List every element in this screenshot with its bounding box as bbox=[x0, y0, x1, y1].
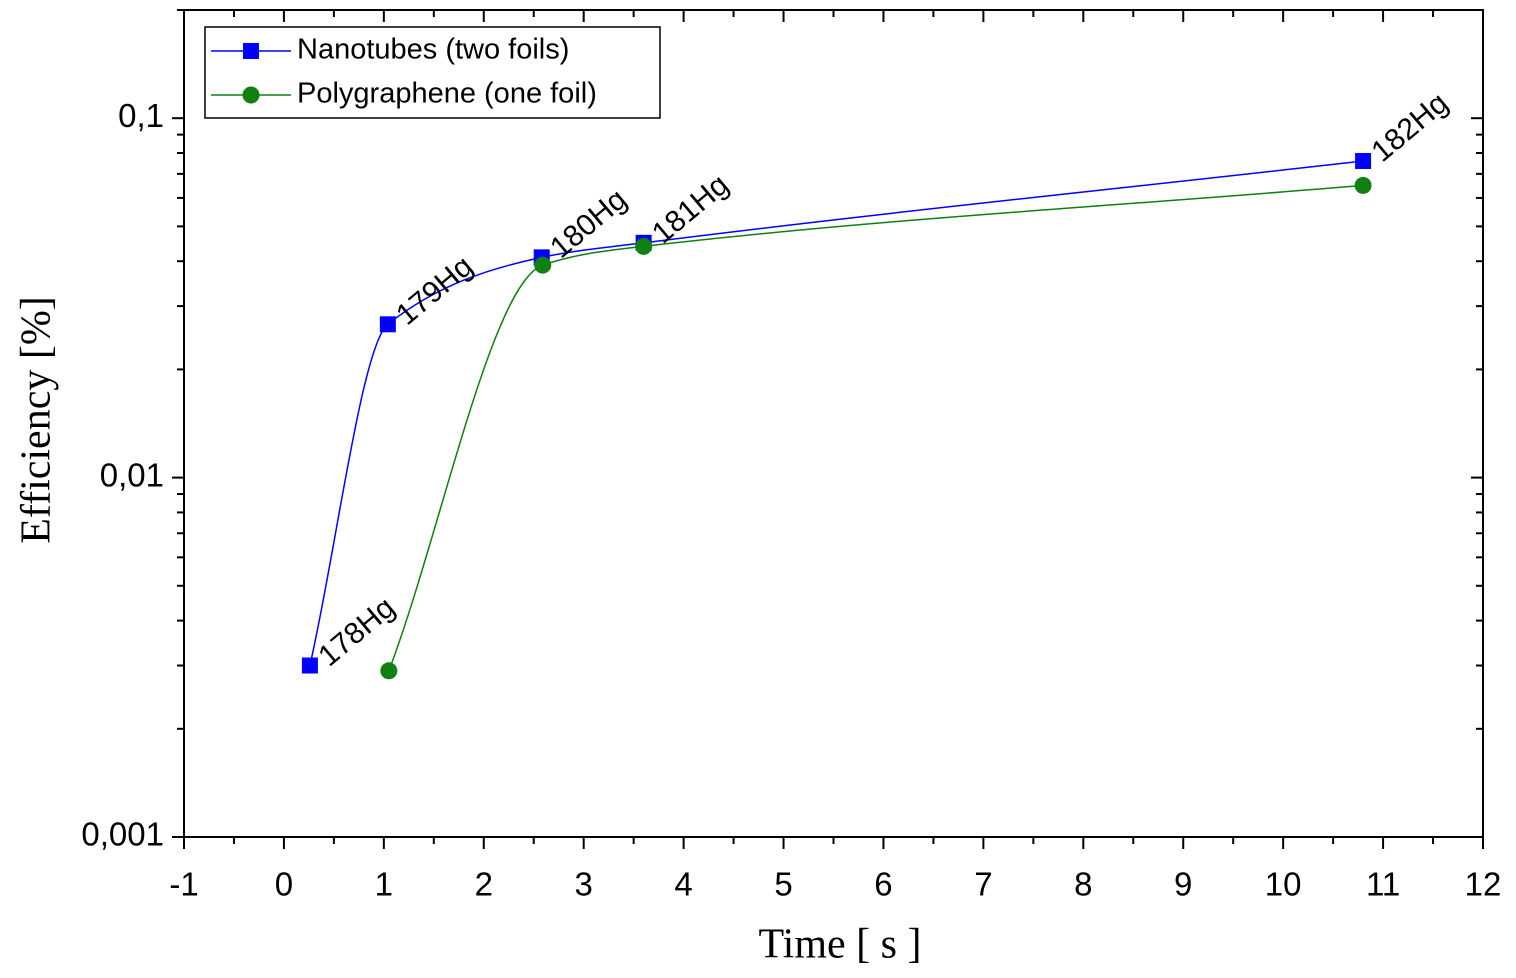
plot-frame bbox=[183, 9, 1484, 838]
point-label: 180Hg bbox=[544, 183, 633, 265]
data-point bbox=[534, 256, 552, 274]
x-tick-label: 6 bbox=[874, 866, 892, 903]
y-axis-label: Efficiency [%] bbox=[14, 296, 60, 544]
data-point bbox=[379, 316, 396, 333]
x-tick-label: -1 bbox=[169, 866, 198, 903]
x-tick-label: 0 bbox=[275, 866, 293, 903]
legend-marker bbox=[242, 86, 260, 104]
x-tick-label: 8 bbox=[1074, 866, 1092, 903]
series-line bbox=[388, 184, 1364, 672]
x-tick-label: 5 bbox=[774, 866, 792, 903]
x-tick-label: 12 bbox=[1465, 866, 1502, 903]
data-point bbox=[1355, 153, 1372, 170]
y-tick-label: 0,1 bbox=[118, 97, 164, 134]
x-tick-label: 10 bbox=[1265, 866, 1302, 903]
y-tick-label: 0,001 bbox=[81, 816, 164, 853]
data-point bbox=[1354, 176, 1372, 194]
x-tick-label: 1 bbox=[375, 866, 393, 903]
point-label: 182Hg bbox=[1365, 86, 1454, 168]
x-axis-label: Time [ s ] bbox=[759, 922, 922, 968]
point-label: 178Hg bbox=[312, 591, 401, 673]
x-tick-label: 3 bbox=[575, 866, 593, 903]
legend-label: Nanotubes (two foils) bbox=[297, 34, 569, 66]
y-tick-label: 0,01 bbox=[100, 456, 164, 493]
legend-marker bbox=[243, 43, 259, 59]
x-tick-label: 7 bbox=[974, 866, 992, 903]
x-tick-label: 4 bbox=[674, 866, 692, 903]
x-tick-label: 2 bbox=[475, 866, 493, 903]
point-label: 179Hg bbox=[390, 250, 479, 332]
x-tick-label: 9 bbox=[1174, 866, 1192, 903]
legend-label: Polygraphene (one foil) bbox=[297, 78, 597, 110]
x-tick-label: 11 bbox=[1366, 866, 1400, 903]
series-line bbox=[309, 160, 1364, 666]
legend-box bbox=[204, 26, 661, 119]
data-point bbox=[301, 657, 318, 674]
data-point bbox=[380, 662, 398, 680]
data-point bbox=[635, 237, 653, 255]
